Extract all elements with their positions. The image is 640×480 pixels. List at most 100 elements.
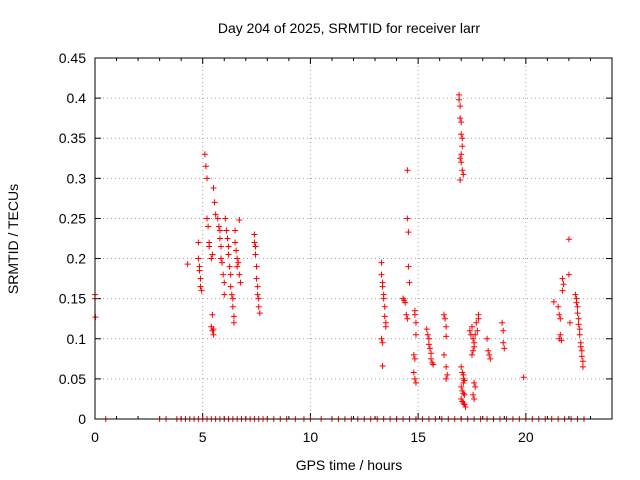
data-point — [458, 151, 465, 158]
data-point — [456, 96, 463, 103]
data-point — [559, 275, 566, 282]
data-point — [520, 374, 527, 381]
y-tick-label: 0.25 — [59, 210, 86, 226]
data-point — [382, 323, 389, 330]
data-point — [565, 236, 572, 243]
data-point — [405, 263, 412, 270]
data-point — [576, 326, 583, 333]
data-point — [229, 303, 236, 310]
data-point — [252, 243, 259, 250]
data-point — [256, 310, 263, 317]
data-point — [458, 119, 465, 126]
data-point — [380, 295, 387, 302]
y-axis-label: SRMTID / TECUs — [5, 184, 21, 294]
data-point — [444, 371, 451, 378]
data-point — [575, 315, 582, 322]
data-point — [462, 403, 469, 410]
data-point — [457, 176, 464, 183]
data-point — [209, 311, 216, 318]
y-tick-label: 0 — [78, 411, 86, 427]
data-point — [578, 347, 585, 354]
data-point — [566, 319, 573, 326]
data-point — [210, 326, 217, 333]
grid-lines — [95, 58, 612, 419]
x-tick-label: 5 — [199, 429, 207, 445]
data-point — [459, 143, 466, 150]
data-point — [254, 283, 261, 290]
data-point — [230, 313, 237, 320]
data-point — [204, 175, 211, 182]
data-point — [411, 375, 418, 382]
data-point — [196, 267, 203, 274]
data-point — [379, 283, 386, 290]
data-point — [573, 299, 580, 306]
y-tick-label: 0.45 — [59, 50, 86, 66]
data-point — [254, 291, 261, 298]
data-point — [378, 259, 385, 266]
data-point — [565, 271, 572, 278]
data-point — [428, 355, 435, 362]
data-point — [184, 261, 191, 268]
data-point — [550, 298, 557, 305]
data-point — [468, 351, 475, 358]
data-point — [234, 263, 241, 270]
data-point — [225, 243, 232, 250]
data-point — [470, 335, 477, 342]
data-points — [92, 91, 587, 422]
data-point — [440, 351, 447, 358]
data-point — [473, 319, 480, 326]
data-point — [471, 343, 478, 350]
data-point — [460, 371, 467, 378]
data-point — [208, 255, 215, 262]
data-point — [579, 363, 586, 370]
y-tick-label: 0.2 — [67, 251, 87, 267]
data-point — [459, 135, 466, 142]
data-point — [225, 251, 232, 258]
data-point — [233, 247, 240, 254]
data-point — [472, 383, 479, 390]
data-point — [575, 321, 582, 328]
data-point — [216, 227, 223, 234]
data-point — [219, 259, 226, 266]
y-tick-label: 0.35 — [59, 130, 86, 146]
data-point — [574, 303, 581, 310]
data-point — [210, 331, 217, 338]
data-point — [378, 271, 385, 278]
data-point — [410, 369, 417, 376]
data-point — [223, 227, 230, 234]
data-point — [251, 239, 258, 246]
data-point — [458, 131, 465, 138]
data-point — [227, 271, 234, 278]
data-point — [232, 239, 239, 246]
data-point — [220, 271, 227, 278]
data-point — [443, 375, 450, 382]
data-point — [574, 310, 581, 317]
data-point — [230, 319, 237, 326]
data-point — [457, 115, 464, 122]
data-point — [578, 353, 585, 360]
data-point — [440, 311, 447, 318]
chart-title: Day 204 of 2025, SRMTID for receiver lar… — [218, 20, 481, 36]
data-point — [457, 155, 464, 162]
y-tick-label: 0.05 — [59, 371, 86, 387]
data-point — [475, 311, 482, 318]
data-point — [443, 323, 450, 330]
x-tick-label: 10 — [303, 429, 319, 445]
x-tick-label: 0 — [91, 429, 99, 445]
data-point — [423, 326, 430, 333]
data-point — [236, 217, 243, 224]
data-point — [251, 231, 258, 238]
data-point — [500, 339, 507, 346]
data-point — [460, 171, 467, 178]
data-point — [426, 345, 433, 352]
x-tick-label: 20 — [518, 429, 534, 445]
x-axis-label: GPS time / hours — [296, 457, 403, 473]
data-point — [458, 159, 465, 166]
data-point — [255, 303, 262, 310]
x-tick-label: 15 — [410, 429, 426, 445]
data-point — [558, 337, 565, 344]
data-point — [215, 223, 222, 230]
data-point — [443, 333, 450, 340]
data-point — [197, 275, 204, 282]
data-point — [470, 391, 477, 398]
